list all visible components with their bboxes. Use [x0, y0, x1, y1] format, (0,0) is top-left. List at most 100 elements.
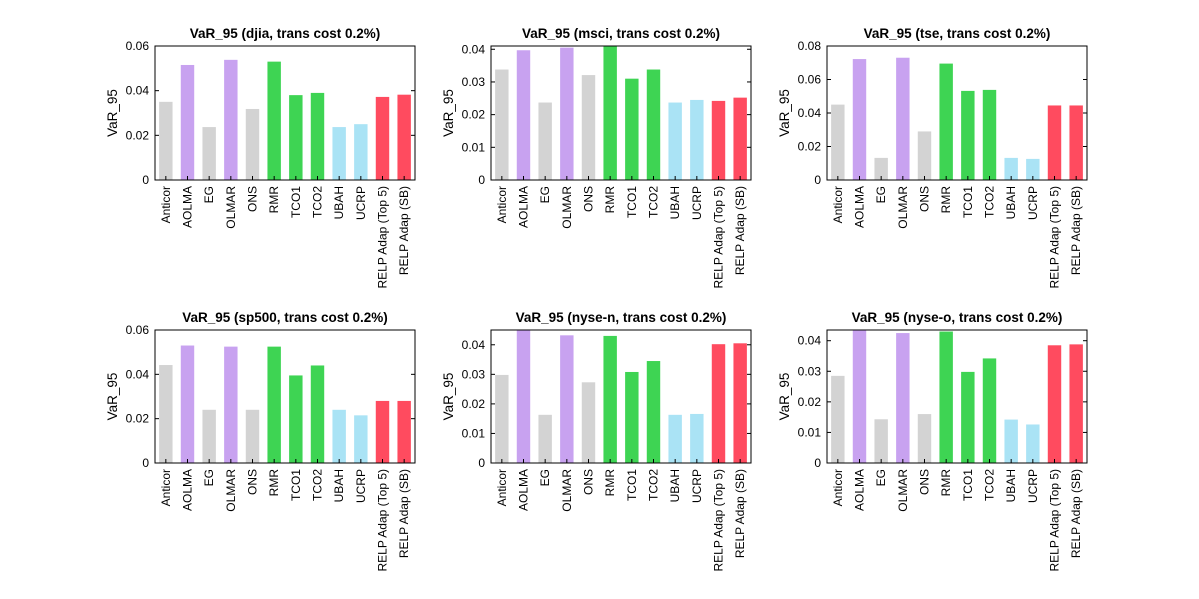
x-tick-label: UCRP — [690, 469, 704, 503]
bar-ubah — [332, 127, 346, 180]
x-tick-label: UCRP — [354, 186, 368, 220]
bar-ucrp — [1026, 424, 1040, 463]
y-tick-label: 0.03 — [462, 75, 486, 89]
x-tick-label: TCO1 — [625, 186, 639, 218]
x-tick-label: AOLMA — [181, 469, 195, 511]
chart-title: VaR_95 (tse, trans cost 0.2%) — [864, 26, 1051, 41]
y-axis-label: VaR_95 — [105, 89, 120, 137]
x-tick-label: RELP Adap (Top 5) — [712, 469, 726, 572]
x-tick-label: TCO1 — [961, 469, 975, 501]
y-tick-label: 0.01 — [462, 140, 486, 154]
bar-rmr — [267, 61, 281, 180]
x-tick-label: UBAH — [1004, 186, 1018, 219]
x-tick-label: OLMAR — [896, 469, 910, 512]
x-tick-label: OLMAR — [224, 186, 238, 229]
x-tick-label: EG — [874, 186, 888, 203]
bar-tco1 — [289, 95, 303, 180]
x-tick-label: Anticor — [495, 469, 509, 506]
y-tick-label: 0 — [478, 173, 485, 187]
y-tick-label: 0.08 — [798, 39, 822, 53]
y-tick-label: 0.06 — [126, 39, 150, 53]
x-tick-label: AOLMA — [853, 469, 867, 511]
y-tick-label: 0.02 — [462, 108, 486, 122]
plot-frame — [490, 329, 752, 464]
bar-tco1 — [961, 90, 975, 180]
x-tick-label: UBAH — [1004, 469, 1018, 502]
bar-anticor — [495, 374, 509, 463]
bar-relp-adap-sb — [1069, 105, 1083, 180]
bar-tco1 — [289, 375, 303, 463]
y-tick-label: 0.02 — [126, 128, 150, 142]
bar-ons — [245, 108, 260, 180]
y-tick-label: 0.04 — [126, 367, 150, 381]
x-tick-label: UCRP — [354, 469, 368, 503]
bar-ons — [245, 409, 260, 463]
y-tick-label: 0.02 — [798, 395, 822, 409]
x-tick-label: TCO1 — [289, 186, 303, 218]
chart-title: VaR_95 (nyse-n, trans cost 0.2%) — [516, 310, 727, 325]
x-tick-label: AOLMA — [517, 469, 531, 511]
x-tick-label: TCO2 — [983, 186, 997, 218]
x-tick-label: ONS — [246, 186, 260, 212]
bar-eg — [202, 127, 216, 180]
bar-olmar — [896, 57, 910, 181]
bar-ons — [581, 382, 596, 463]
x-tick-label: RMR — [603, 186, 617, 214]
bar-relp-adap-top-5 — [711, 344, 726, 463]
plot-frame — [154, 45, 416, 181]
bar-tco2 — [646, 69, 661, 180]
bar-ucrp — [1026, 158, 1040, 180]
bar-anticor — [495, 69, 509, 180]
bar-relp-adap-sb — [397, 400, 411, 463]
bar-ubah — [1004, 419, 1018, 463]
x-tick-label: RELP Adap (SB) — [1069, 186, 1083, 275]
bar-ubah — [1004, 157, 1018, 180]
bar-olmar — [560, 47, 574, 180]
bar-relp-adap-top-5 — [375, 96, 390, 180]
x-tick-label: UCRP — [690, 186, 704, 220]
bar-ucrp — [354, 415, 368, 463]
y-tick-label: 0 — [142, 456, 149, 470]
x-tick-label: EG — [202, 186, 216, 203]
bar-eg — [538, 414, 552, 463]
bar-eg — [874, 419, 888, 463]
chart-title: VaR_95 (nyse-o, trans cost 0.2%) — [852, 310, 1063, 325]
y-tick-label: 0.04 — [798, 334, 822, 348]
bar-rmr — [603, 46, 617, 180]
plot-frame — [154, 329, 416, 464]
bar-tco2 — [982, 358, 997, 463]
y-tick-label: 0.04 — [462, 42, 486, 56]
x-tick-label: UCRP — [1026, 469, 1040, 503]
x-tick-label: OLMAR — [560, 186, 574, 229]
x-tick-label: Anticor — [159, 186, 173, 223]
x-tick-label: RELP Adap (SB) — [733, 469, 747, 558]
x-tick-label: TCO2 — [647, 186, 661, 218]
bar-olmar — [224, 346, 238, 464]
x-tick-label: RMR — [603, 469, 617, 497]
bar-tco2 — [982, 89, 997, 180]
x-tick-label: Anticor — [831, 469, 845, 506]
bar-eg — [202, 409, 216, 463]
x-tick-label: TCO1 — [289, 469, 303, 501]
x-tick-label: RMR — [939, 186, 953, 214]
bar-tco2 — [310, 365, 325, 463]
bar-relp-adap-top-5 — [375, 400, 390, 463]
bar-ons — [917, 131, 932, 180]
bar-aolma — [516, 330, 531, 463]
y-tick-label: 0 — [814, 173, 821, 187]
x-tick-label: EG — [538, 469, 552, 486]
y-tick-label: 0.03 — [462, 367, 486, 381]
y-tick-label: 0.02 — [798, 140, 822, 154]
x-tick-label: AOLMA — [853, 186, 867, 228]
bar-rmr — [267, 346, 281, 464]
y-axis-label: VaR_95 — [777, 373, 792, 421]
chart-title: VaR_95 (djia, trans cost 0.2%) — [190, 26, 381, 41]
x-tick-label: EG — [538, 186, 552, 203]
bar-relp-adap-top-5 — [1047, 345, 1062, 463]
x-tick-label: RMR — [939, 469, 953, 497]
bar-aolma — [180, 345, 195, 463]
bar-ucrp — [690, 99, 704, 180]
y-tick-label: 0.04 — [798, 106, 822, 120]
chart-title: VaR_95 (msci, trans cost 0.2%) — [522, 26, 720, 41]
